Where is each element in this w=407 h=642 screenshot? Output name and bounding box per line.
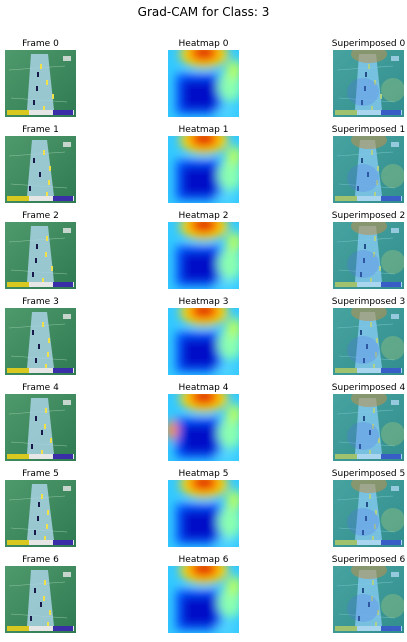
heatmap-label: Heatmap 1 [178, 125, 229, 135]
superimposed-label: Superimposed 3 [331, 297, 406, 307]
heatmap-image [168, 222, 239, 289]
superimposed-image [333, 222, 404, 289]
superimposed-image [333, 480, 404, 547]
heatmap-image [168, 480, 239, 547]
frame-label: Frame 6 [22, 555, 59, 565]
frame-label: Frame 0 [22, 39, 59, 49]
frame-label: Frame 3 [22, 297, 59, 307]
figure-title: Grad-CAM for Class: 3 [137, 5, 270, 19]
superimposed-label: Superimposed 0 [331, 39, 406, 49]
heatmap-label: Heatmap 4 [178, 383, 229, 393]
superimposed-label: Superimposed 2 [331, 211, 406, 221]
superimposed-image [333, 136, 404, 203]
frame-label: Frame 2 [22, 211, 59, 221]
heatmap-image [168, 136, 239, 203]
frame-image [5, 50, 76, 117]
heatmap-image [168, 394, 239, 461]
frame-image [5, 480, 76, 547]
frame-label: Frame 1 [22, 125, 59, 135]
heatmap-label: Heatmap 2 [178, 211, 229, 221]
superimposed-image [333, 308, 404, 375]
heatmap-label: Heatmap 0 [178, 39, 229, 49]
frame-image [5, 566, 76, 633]
frame-image [5, 222, 76, 289]
superimposed-label: Superimposed 5 [331, 469, 406, 479]
heatmap-image [168, 566, 239, 633]
frame-label: Frame 4 [22, 383, 59, 393]
heatmap-image [168, 308, 239, 375]
superimposed-image [333, 566, 404, 633]
heatmap-label: Heatmap 6 [178, 555, 229, 565]
superimposed-image [333, 394, 404, 461]
frame-label: Frame 5 [22, 469, 59, 479]
superimposed-label: Superimposed 1 [331, 125, 406, 135]
heatmap-label: Heatmap 5 [178, 469, 229, 479]
superimposed-label: Superimposed 6 [331, 555, 406, 565]
frame-image [5, 308, 76, 375]
heatmap-image [168, 50, 239, 117]
heatmap-label: Heatmap 3 [178, 297, 229, 307]
frame-image [5, 394, 76, 461]
frame-image [5, 136, 76, 203]
superimposed-label: Superimposed 4 [331, 383, 406, 393]
superimposed-image [333, 50, 404, 117]
